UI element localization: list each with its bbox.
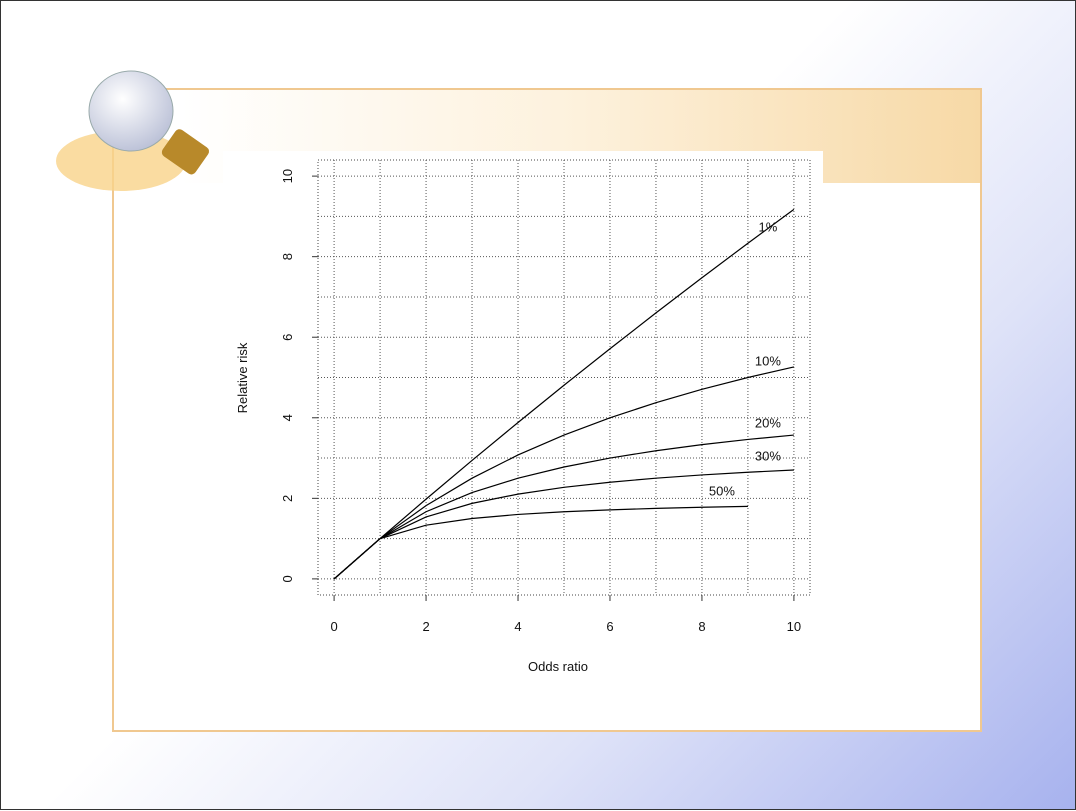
- chart: Odds ratio Relative risk 0 2 4 6 8 10 0 2 4 6 8 10 1…: [1, 1, 1076, 811]
- series-label: 20%: [755, 415, 781, 430]
- x-tick-label: 0: [330, 619, 337, 634]
- x-tick-label: 8: [698, 619, 705, 634]
- series-label: 50%: [709, 483, 735, 498]
- y-tick-label: 2: [280, 495, 295, 502]
- series-label: 10%: [755, 354, 781, 369]
- y-tick-label: 8: [280, 253, 295, 260]
- series-label: 1%: [759, 219, 778, 234]
- slide: Odds ratio Relative risk 0 2 4 6 8 10 0 2 4 6 8 10 1…: [0, 0, 1076, 810]
- x-tick-label: 2: [422, 619, 429, 634]
- series-label: 30%: [755, 448, 781, 463]
- y-tick-label: 0: [280, 575, 295, 582]
- y-tick-label: 4: [280, 414, 295, 421]
- x-tick-label: 4: [514, 619, 521, 634]
- plot-panel: [223, 151, 823, 691]
- x-axis-label: Odds ratio: [528, 659, 588, 674]
- y-tick-label: 10: [280, 169, 295, 183]
- y-tick-label: 6: [280, 334, 295, 341]
- x-tick-label: 6: [606, 619, 613, 634]
- y-axis-label: Relative risk: [235, 342, 250, 413]
- x-tick-label: 10: [787, 619, 801, 634]
